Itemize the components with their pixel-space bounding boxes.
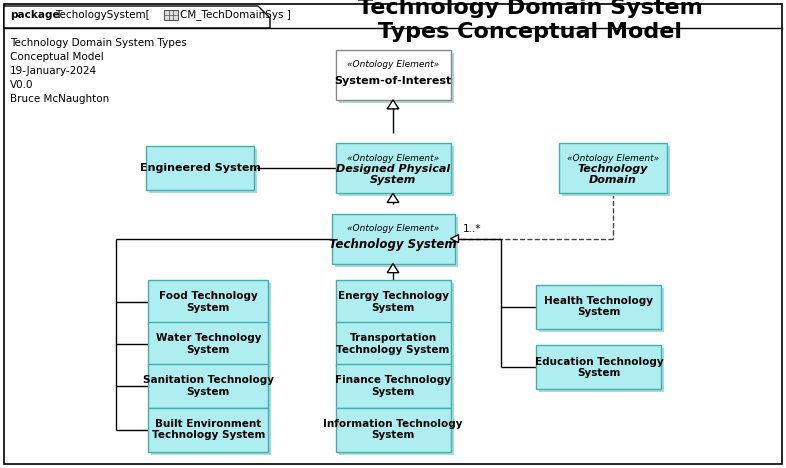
Text: «Ontology Element»: «Ontology Element»	[347, 60, 439, 69]
Text: «Ontology Element»: «Ontology Element»	[347, 154, 439, 163]
Bar	[335, 217, 457, 267]
Text: Transportation
Technology System: Transportation Technology System	[336, 333, 450, 355]
Text: Designed Physical
System: Designed Physical System	[336, 164, 450, 185]
Text: Conceptual Model: Conceptual Model	[10, 52, 104, 62]
Text: System-of-Interest: System-of-Interest	[334, 76, 452, 86]
Bar	[336, 280, 450, 324]
Text: Education Technology
System: Education Technology System	[534, 357, 663, 378]
Polygon shape	[450, 234, 458, 243]
Text: CM_TechDomainSys ]: CM_TechDomainSys ]	[180, 9, 291, 21]
Bar	[559, 144, 667, 193]
Text: Technology Domain System Types: Technology Domain System Types	[10, 38, 187, 48]
Bar	[562, 146, 670, 197]
Bar	[336, 50, 450, 100]
Bar	[149, 364, 268, 408]
Bar	[151, 367, 271, 411]
Text: Bruce McNaughton: Bruce McNaughton	[10, 94, 109, 104]
Text: Information Technology
System: Information Technology System	[323, 419, 463, 440]
Text: Water Technology
System: Water Technology System	[156, 333, 261, 355]
Bar	[339, 53, 454, 103]
Bar	[339, 146, 454, 197]
Text: 19-January-2024: 19-January-2024	[10, 66, 97, 76]
Bar	[149, 280, 268, 324]
Text: package: package	[10, 10, 60, 20]
Bar	[332, 214, 454, 263]
Bar	[336, 364, 450, 408]
Bar	[339, 325, 454, 369]
Polygon shape	[387, 263, 399, 273]
Bar	[149, 408, 268, 452]
Text: Technology System: Technology System	[329, 238, 457, 251]
Text: Food Technology
System: Food Technology System	[159, 291, 258, 313]
Text: Built Environment
Technology System: Built Environment Technology System	[152, 419, 265, 440]
Bar	[536, 345, 662, 389]
Bar	[151, 325, 271, 369]
Polygon shape	[387, 100, 399, 109]
Text: «Ontology Element»: «Ontology Element»	[347, 224, 439, 233]
Bar	[539, 287, 664, 331]
Text: 1..*: 1..*	[462, 224, 481, 234]
Text: Engineered System: Engineered System	[140, 163, 261, 174]
Polygon shape	[387, 193, 399, 203]
Text: Health Technology
System: Health Technology System	[545, 296, 653, 317]
Text: «Ontology Element»: «Ontology Element»	[567, 154, 659, 163]
Bar	[336, 408, 450, 452]
Bar	[336, 322, 450, 366]
Bar	[151, 410, 271, 454]
Bar	[536, 285, 662, 329]
Bar	[149, 322, 268, 366]
Text: Sanitation Technology
System: Sanitation Technology System	[143, 375, 274, 397]
Text: Finance Technology
System: Finance Technology System	[335, 375, 451, 397]
Bar	[149, 149, 258, 193]
Bar	[539, 348, 664, 392]
Bar	[151, 283, 271, 327]
Bar	[164, 10, 178, 20]
Text: Technology Domain System
Types Conceptual Model: Technology Domain System Types Conceptua…	[358, 0, 703, 42]
Bar	[146, 146, 255, 190]
Bar	[339, 410, 454, 454]
Text: Technology
Domain: Technology Domain	[578, 164, 648, 185]
Bar	[336, 144, 450, 193]
Bar	[339, 283, 454, 327]
Text: Energy Technology
System: Energy Technology System	[337, 291, 449, 313]
Text: TechologySystem[: TechologySystem[	[55, 10, 150, 20]
Bar	[339, 367, 454, 411]
Polygon shape	[4, 6, 270, 28]
Text: V0.0: V0.0	[10, 80, 34, 90]
